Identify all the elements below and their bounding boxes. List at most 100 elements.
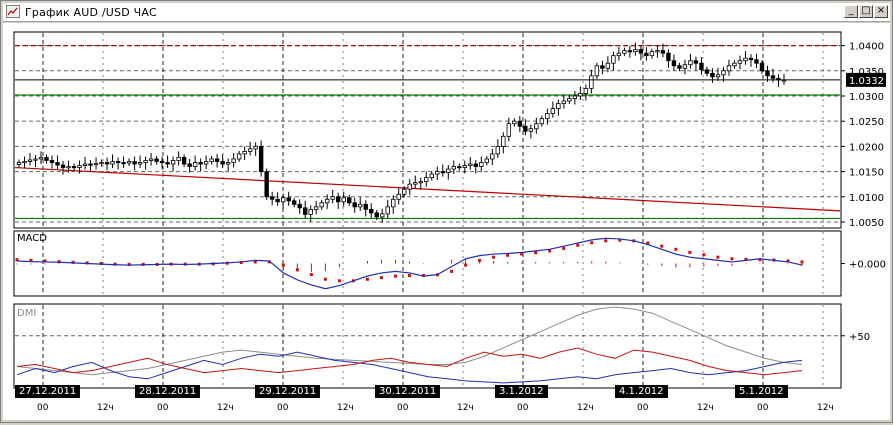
candle-body [726, 65, 732, 72]
macd-signal-point [57, 260, 61, 264]
dmi-label: DMI [17, 308, 36, 319]
candle-body [374, 212, 379, 218]
y-tick-label: 1.0050 [849, 218, 884, 229]
candle-body [451, 166, 456, 170]
macd-signal-point [660, 244, 664, 248]
candle-body [583, 88, 589, 94]
title-bar[interactable]: График AUD /USD ЧАС _ □ × [3, 3, 890, 22]
macd-signal-point [267, 260, 271, 264]
candle-body [347, 197, 352, 204]
macd-signal-point [492, 255, 496, 259]
candle-body [27, 159, 33, 162]
candle-body [770, 75, 776, 79]
candle-body [512, 120, 517, 125]
candle-body [280, 197, 286, 203]
minimize-button[interactable]: _ [844, 5, 858, 18]
macd-signal-point [674, 247, 678, 251]
dmi-plus_di-line [16, 351, 803, 384]
candle-body [313, 206, 319, 210]
hour-label: 00 [397, 403, 409, 413]
candle-body [490, 153, 495, 160]
dmi-adx-line [16, 306, 803, 376]
y-tick-label: 1.0200 [849, 142, 884, 153]
candle-body [275, 198, 280, 203]
candle-body [473, 163, 478, 167]
hour-label: 12ч [577, 403, 594, 413]
macd-signal-point [744, 257, 748, 261]
candle-body [71, 166, 77, 169]
candle-body [60, 164, 66, 168]
candle-body [110, 161, 115, 165]
macd-signal-point [534, 251, 538, 255]
macd-signal-point [127, 262, 131, 266]
candle-body [187, 163, 192, 167]
date-label: 4.1.2012 [615, 385, 668, 398]
candle-body [556, 103, 561, 109]
candle-body [710, 72, 715, 78]
candle-body [479, 162, 484, 167]
candle-body [721, 70, 726, 76]
candle-body [611, 55, 616, 64]
candle-body [176, 157, 181, 161]
hour-label: 00 [37, 403, 49, 413]
candle-body [732, 62, 737, 67]
candle-body [622, 50, 627, 54]
macd-signal-point [393, 274, 397, 278]
chart-app-icon [6, 5, 20, 18]
candle-body [616, 52, 622, 57]
candle-body [539, 118, 545, 125]
candle-body [55, 162, 60, 166]
macd-signal-point [239, 261, 243, 265]
candle-body [600, 65, 605, 69]
candle-body [633, 49, 638, 53]
candle-body [22, 161, 27, 164]
macd-signal-point [464, 263, 468, 267]
candle-body [247, 148, 253, 152]
macd-signal-point [29, 258, 33, 262]
candle-body [688, 60, 693, 66]
hour-label: 00 [637, 403, 649, 413]
candle-body [319, 202, 324, 208]
candle-body [16, 162, 22, 165]
close-button[interactable]: × [874, 5, 888, 18]
candle-body [699, 62, 704, 71]
macd-signal-point [295, 268, 299, 272]
candle-body [236, 153, 242, 160]
macd-signal-point [590, 241, 594, 245]
candle-body [302, 207, 308, 215]
candle-body [104, 162, 110, 165]
candle-body [550, 108, 556, 115]
y-tick-label: 1.0350 [849, 67, 884, 78]
date-label: 29.12.2011 [255, 385, 321, 398]
candle-body [154, 158, 159, 162]
current-price-label: 1.0332 [849, 76, 884, 87]
candle-body [715, 74, 721, 78]
candle-body [506, 123, 512, 137]
candle-body [264, 171, 269, 198]
candle-body [704, 69, 710, 74]
candle-body [561, 100, 567, 104]
macd-signal-point [506, 253, 510, 257]
chart-svg[interactable]: 1.0400 1.0350 1.0300 1.0250 1.0200 1.0150 1.01… [3, 23, 890, 420]
price-panel-frame [13, 31, 842, 229]
candle-body [501, 135, 506, 147]
macd-signal-point [786, 259, 790, 263]
candle-body [203, 161, 209, 165]
date-label: 28.12.2011 [135, 385, 201, 398]
candle-body [677, 65, 682, 69]
candle-body [115, 161, 121, 164]
candle-body [495, 145, 501, 155]
macd-signal-point [323, 277, 327, 281]
candle-body [297, 203, 302, 209]
candle-body [655, 50, 660, 53]
candle-body [44, 157, 49, 161]
candle-body [567, 98, 572, 102]
hour-label: 12ч [817, 403, 834, 413]
candle-body [242, 151, 247, 155]
candle-body [660, 50, 666, 54]
candle-body [148, 158, 154, 161]
candle-body [336, 196, 341, 203]
candle-body [198, 162, 203, 165]
candle-body [165, 162, 170, 165]
maximize-button[interactable]: □ [859, 5, 873, 18]
